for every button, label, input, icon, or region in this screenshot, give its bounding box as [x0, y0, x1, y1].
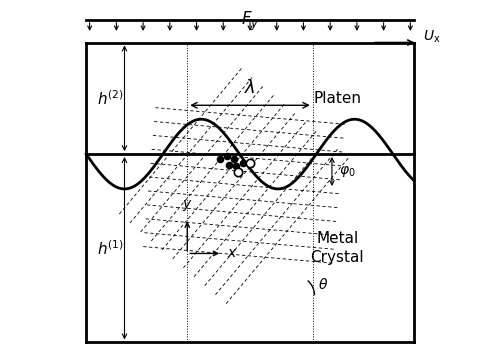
Text: $U_{\rm x}$: $U_{\rm x}$ — [422, 29, 440, 46]
Text: $\lambda$: $\lambda$ — [244, 78, 256, 97]
Text: Metal
Crystal: Metal Crystal — [310, 231, 364, 265]
Text: $h^{(1)}$: $h^{(1)}$ — [97, 239, 124, 258]
Text: $x$: $x$ — [228, 246, 238, 260]
Text: $\varphi_0$: $\varphi_0$ — [339, 164, 355, 179]
Text: Platen: Platen — [313, 91, 361, 106]
Text: $F_y$: $F_y$ — [240, 9, 260, 33]
Text: $y$: $y$ — [182, 198, 192, 214]
Text: $\theta$: $\theta$ — [318, 277, 328, 292]
Text: $h^{(2)}$: $h^{(2)}$ — [97, 89, 124, 108]
